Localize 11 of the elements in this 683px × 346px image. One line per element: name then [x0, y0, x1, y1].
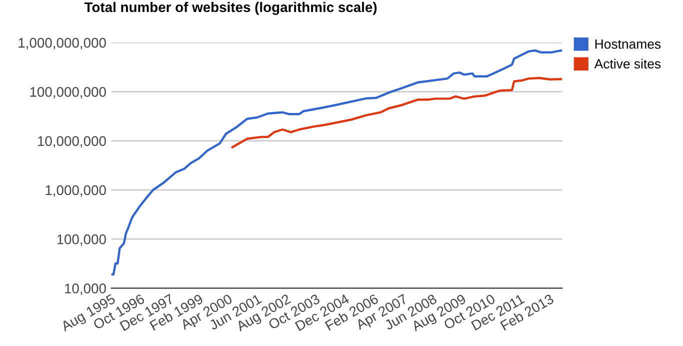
y-tick-label: 10,000,000	[38, 136, 106, 148]
y-tick-label: 100,000	[57, 234, 106, 246]
legend-label: Hostnames	[595, 40, 661, 49]
y-tick-label: 1,000,000	[46, 185, 106, 197]
y-tick-label: 1,000,000,000	[18, 38, 106, 50]
line-series	[111, 49, 562, 276]
chart-title: Total number of websites (logarithmic scale)	[84, 2, 377, 15]
legend-label: Active sites	[594, 58, 661, 69]
y-tick-label: 100,000,000	[30, 87, 106, 98]
y-tick-label: 10,000	[65, 284, 106, 296]
line-series	[231, 76, 562, 148]
